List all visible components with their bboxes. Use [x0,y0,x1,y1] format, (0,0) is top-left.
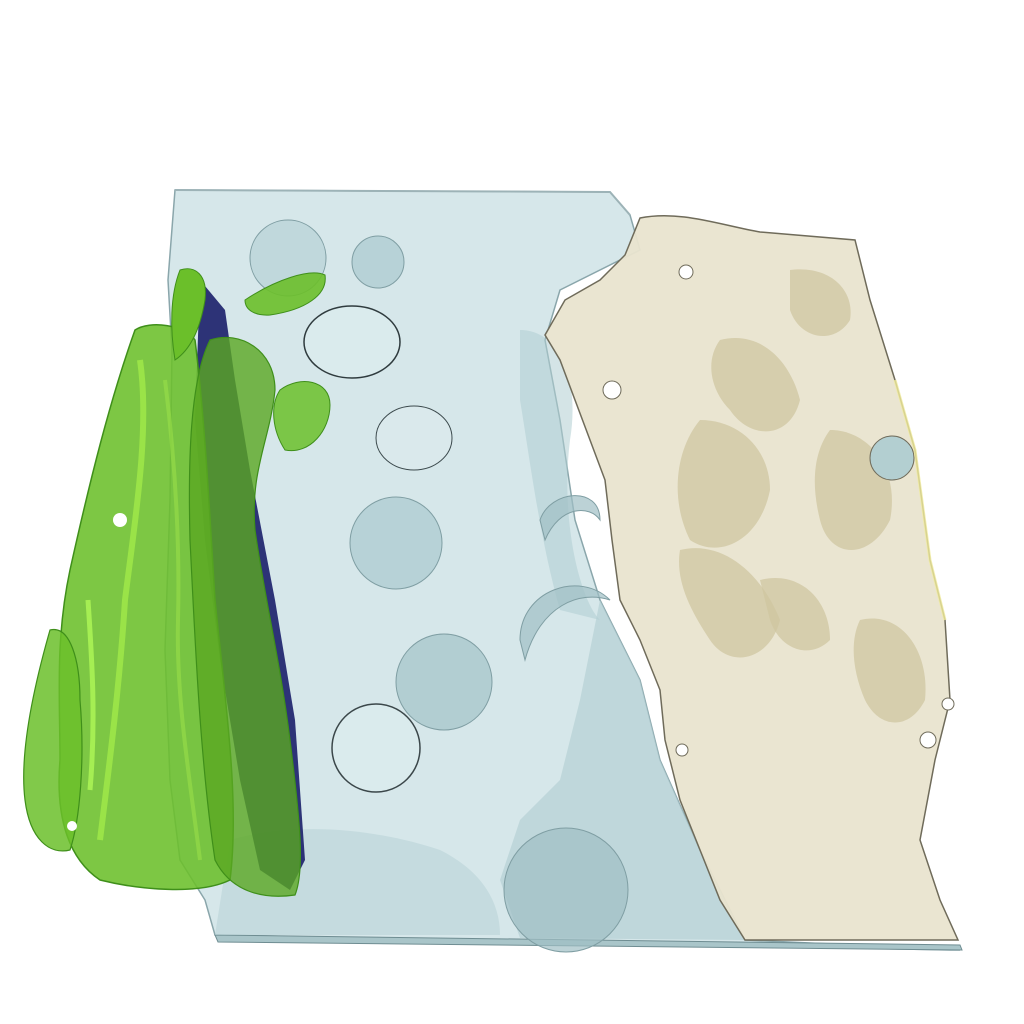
green-highlight [163,379,202,861]
green-highlight [97,359,147,841]
green-strand [171,268,206,361]
beige-inclusion [760,578,830,651]
green-body-left [23,629,83,852]
pore [395,633,493,731]
porous-block [164,189,963,953]
beige-pore [602,380,622,400]
pores [249,219,629,953]
pore [331,703,421,793]
pore [303,305,401,379]
beige-inclusion [711,338,800,432]
pore [349,496,443,590]
beige-pore [869,435,915,481]
green-highlight [85,599,96,791]
green-hole [113,513,127,527]
green-body-right [188,336,302,897]
pore [375,405,453,471]
green-fragment [273,381,331,452]
green-fragment [244,272,326,316]
beige-phase [544,215,960,941]
block-inner-layer [520,330,600,620]
green-hole [67,821,77,831]
pore-crescent [539,495,601,542]
beige-inclusion [853,618,926,723]
beige-inclusion [790,269,851,337]
pore [351,235,405,289]
beige-pore [919,731,937,749]
pore [503,827,629,953]
beige-inclusion [677,420,770,548]
beige-inclusion [679,548,780,658]
block-top-edge [174,189,631,216]
beige-edge-highlight [893,379,947,621]
pore-crescent [519,585,611,662]
beige-inclusions [677,269,926,723]
green-phase [23,268,331,897]
beige-pore [941,697,955,711]
beige-pore [678,264,694,280]
beige-pore [675,743,689,757]
